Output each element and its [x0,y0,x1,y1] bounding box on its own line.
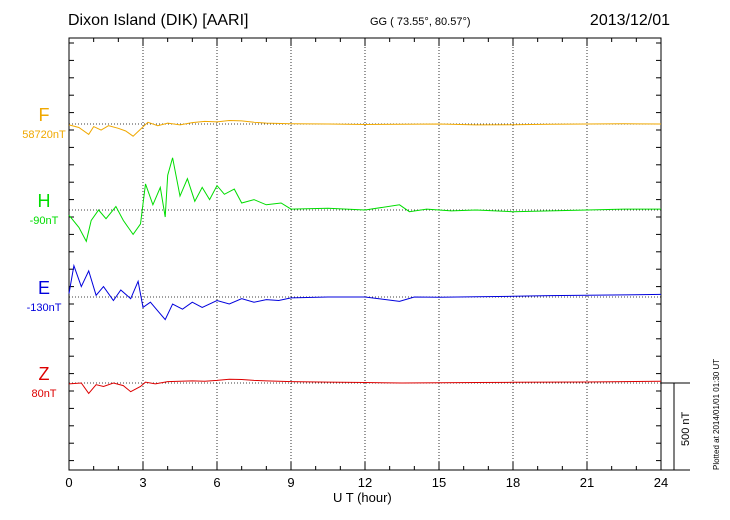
x-tick-label: 15 [432,475,446,490]
series-line-f [68,119,662,137]
x-tick-label: 21 [580,475,594,490]
chart-date: 2013/12/01 [589,12,670,29]
scale-bar-label: 500 nT [680,411,692,446]
x-tick-label: 9 [287,475,294,490]
series-baseline-z: 80nT [31,388,56,400]
series-baseline-h: -90nT [30,215,59,227]
chart-title: Dixon Island (DIK) [AARI] [68,12,249,29]
x-tick-label: 3 [139,475,146,490]
series-line-z [68,378,662,395]
series-line-e [68,263,662,321]
series-baseline-e: -130nT [27,302,62,314]
x-tick-label: 6 [213,475,220,490]
x-tick-label: 24 [654,475,668,490]
series-label-f: F [39,105,50,125]
plotted-note: Plotted at 2014/01/01 01:30 UT [712,358,721,470]
x-tick-label: 0 [65,475,72,490]
x-tick-label: 18 [506,475,520,490]
series-label-e: E [38,278,50,298]
series-line-h [68,157,661,243]
series-label-h: H [38,191,51,211]
series-baseline-f: 58720nT [22,129,66,141]
x-tick-label: 12 [358,475,372,490]
series-label-z: Z [39,364,50,384]
station-coordinates: GG ( 73.55°, 80.57°) [370,16,471,28]
x-axis-label: U T (hour) [333,490,392,505]
